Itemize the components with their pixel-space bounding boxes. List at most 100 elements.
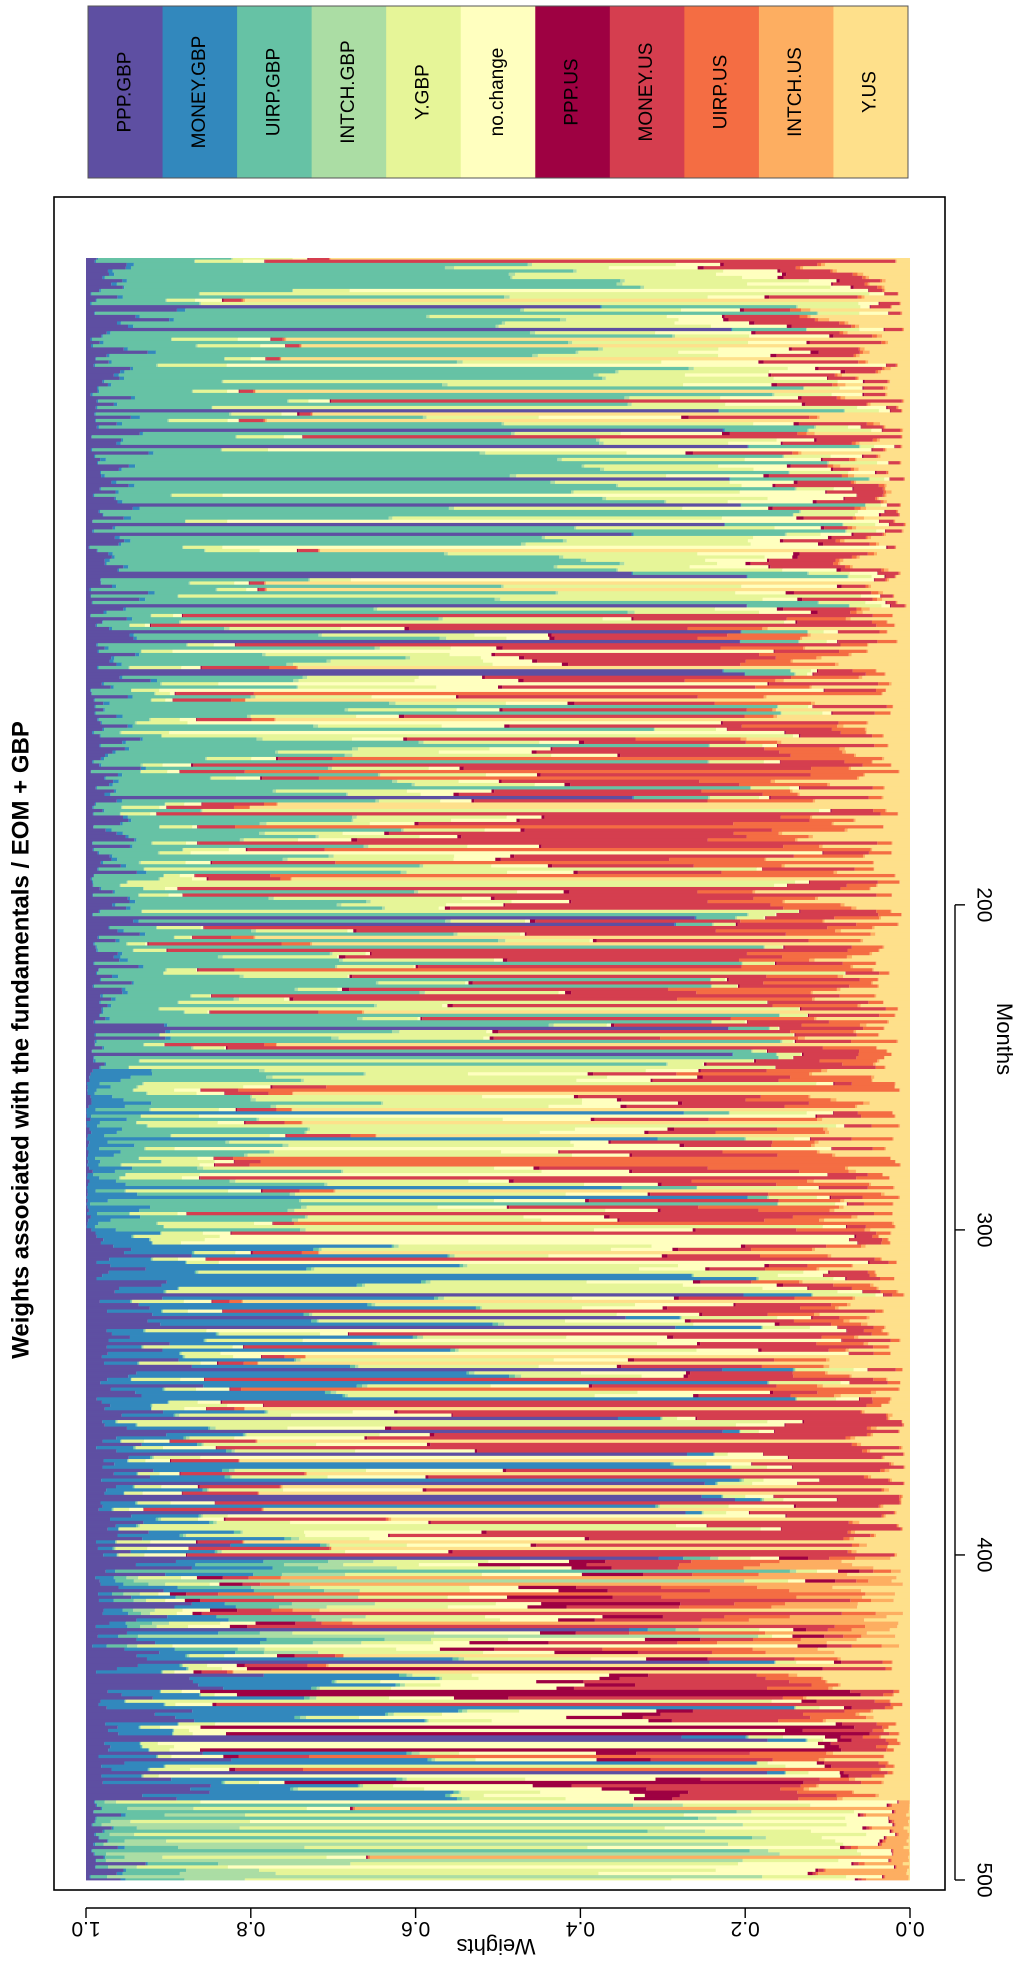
band-no-change-month-324 bbox=[581, 1306, 663, 1310]
band-y-gbp-month-442 bbox=[161, 1689, 182, 1694]
band-y-gbp-month-376 bbox=[231, 1475, 328, 1479]
band-y-us-month-78 bbox=[866, 506, 910, 511]
band-intch-gbp-month-197 bbox=[138, 893, 140, 898]
band-intch-us-month-209 bbox=[870, 932, 876, 937]
band-uirp-gbp-month-4 bbox=[130, 266, 445, 270]
band-intch-gbp-month-131 bbox=[293, 678, 299, 683]
band-money-us-month-388 bbox=[786, 1514, 882, 1518]
band-y-us-month-90 bbox=[896, 545, 910, 550]
band-no-change-month-121 bbox=[450, 646, 497, 651]
band-ppp-us-month-233 bbox=[209, 1010, 211, 1015]
band-money-us-month-380 bbox=[426, 1488, 882, 1492]
band-money-gbp-month-286 bbox=[88, 1182, 126, 1187]
band-intch-us-month-70 bbox=[854, 480, 857, 485]
band-money-gbp-month-78 bbox=[132, 506, 140, 511]
band-uirp-us-month-331 bbox=[863, 1329, 882, 1333]
band-ppp-us-month-446 bbox=[212, 1702, 217, 1707]
band-no-change-month-260 bbox=[582, 1098, 617, 1102]
band-y-us-month-399 bbox=[856, 1550, 910, 1554]
band-uirp-us-month-382 bbox=[899, 1494, 902, 1499]
band-y-us-month-255 bbox=[895, 1082, 910, 1086]
band-ppp-gbp-month-160 bbox=[86, 773, 118, 777]
band-uirp-us-month-374 bbox=[880, 1468, 885, 1473]
band-intch-us-month-450 bbox=[866, 1715, 874, 1720]
band-money-gbp-month-153 bbox=[112, 750, 116, 755]
band-ppp-gbp-month-279 bbox=[86, 1160, 89, 1164]
band-no-change-month-360 bbox=[735, 1423, 785, 1427]
band-no-change-month-265 bbox=[198, 1114, 816, 1119]
band-ppp-us-month-294 bbox=[657, 1208, 661, 1213]
band-money-gbp-month-231 bbox=[107, 1003, 112, 1008]
band-intch-us-month-6 bbox=[857, 272, 864, 277]
band-money-us-month-121 bbox=[502, 646, 721, 651]
band-uirp-us-month-234 bbox=[879, 1013, 895, 1018]
band-uirp-gbp-month-232 bbox=[103, 1007, 159, 1011]
band-money-us-month-179 bbox=[461, 834, 747, 839]
band-y-gbp-month-132 bbox=[161, 682, 219, 686]
band-y-us-month-119 bbox=[897, 639, 910, 644]
band-ppp-us-month-370 bbox=[787, 1455, 790, 1460]
band-no-change-month-331 bbox=[206, 1329, 847, 1333]
band-intch-us-month-172 bbox=[897, 812, 899, 816]
band-y-us-month-407 bbox=[896, 1576, 910, 1580]
band-no-change-month-129 bbox=[807, 672, 813, 677]
band-uirp-gbp-month-326 bbox=[303, 1312, 310, 1317]
band-uirp-gbp-month-137 bbox=[94, 698, 151, 703]
band-uirp-us-month-97 bbox=[881, 568, 885, 573]
band-ppp-gbp-month-32 bbox=[86, 357, 96, 361]
band-money-us-month-294 bbox=[660, 1208, 759, 1213]
band-no-change-month-426 bbox=[508, 1637, 645, 1642]
band-money-gbp-month-115 bbox=[109, 626, 112, 631]
band-y-us-month-342 bbox=[829, 1364, 910, 1369]
band-ppp-gbp-month-331 bbox=[86, 1329, 107, 1333]
band-intch-gbp-month-348 bbox=[362, 1384, 368, 1388]
band-intch-us-month-221 bbox=[888, 971, 890, 976]
band-ppp-us-month-437 bbox=[609, 1673, 649, 1678]
band-money-gbp-month-303 bbox=[103, 1238, 150, 1242]
band-money-gbp-month-300 bbox=[91, 1228, 116, 1232]
band-no-change-month-154 bbox=[551, 753, 618, 758]
band-money-us-month-8 bbox=[839, 279, 881, 283]
band-no-change-month-157 bbox=[162, 763, 192, 768]
band-money-us-month-373 bbox=[792, 1465, 904, 1470]
band-ppp-gbp-month-29 bbox=[86, 347, 124, 352]
band-money-us-month-199 bbox=[571, 899, 708, 904]
band-money-us-month-57 bbox=[816, 438, 873, 443]
band-uirp-gbp-month-436 bbox=[160, 1670, 163, 1674]
band-money-gbp-month-419 bbox=[167, 1615, 217, 1619]
band-money-us-month-146 bbox=[727, 727, 832, 732]
band-y-gbp-month-143 bbox=[150, 717, 180, 722]
band-intch-gbp-month-294 bbox=[287, 1208, 295, 1213]
band-intch-gbp-month-328 bbox=[316, 1319, 319, 1323]
band-y-gbp-month-239 bbox=[399, 1029, 487, 1034]
band-intch-gbp-month-72 bbox=[794, 487, 797, 491]
band-no-change-month-381 bbox=[142, 1491, 182, 1496]
band-no-change-month-308 bbox=[548, 1254, 662, 1258]
band-intch-gbp-month-284 bbox=[119, 1176, 121, 1180]
band-y-gbp-month-5 bbox=[576, 269, 724, 274]
band-no-change-month-17 bbox=[680, 308, 740, 313]
band-ppp-us-month-436 bbox=[193, 1670, 202, 1674]
band-y-us-month-187 bbox=[874, 860, 910, 865]
band-money-gbp-month-178 bbox=[116, 831, 123, 836]
band-uirp-gbp-month-150 bbox=[125, 740, 419, 745]
band-intch-gbp-month-362 bbox=[739, 1429, 741, 1434]
band-money-gbp-month-180 bbox=[134, 838, 137, 842]
band-intch-us-month-314 bbox=[875, 1273, 877, 1278]
band-money-us-month-160 bbox=[540, 773, 811, 777]
band-money-gbp-month-451 bbox=[194, 1719, 425, 1723]
band-money-gbp-month-450 bbox=[175, 1715, 295, 1720]
band-money-us-month-408 bbox=[835, 1579, 857, 1583]
band-ppp-gbp-month-38 bbox=[86, 376, 120, 381]
band-intch-us-month-393 bbox=[850, 1530, 856, 1535]
band-uirp-us-month-239 bbox=[790, 1029, 854, 1034]
band-y-us-month-118 bbox=[802, 636, 910, 641]
band-ppp-gbp-month-13 bbox=[86, 295, 118, 300]
band-uirp-us-month-93 bbox=[851, 555, 857, 560]
band-money-us-month-278 bbox=[214, 1156, 234, 1161]
band-money-gbp-month-17 bbox=[176, 308, 186, 313]
band-y-gbp-month-184 bbox=[159, 851, 191, 855]
band-y-us-month-32 bbox=[281, 357, 910, 361]
band-uirp-us-month-206 bbox=[856, 922, 898, 927]
band-ppp-us-month-409 bbox=[219, 1582, 243, 1587]
